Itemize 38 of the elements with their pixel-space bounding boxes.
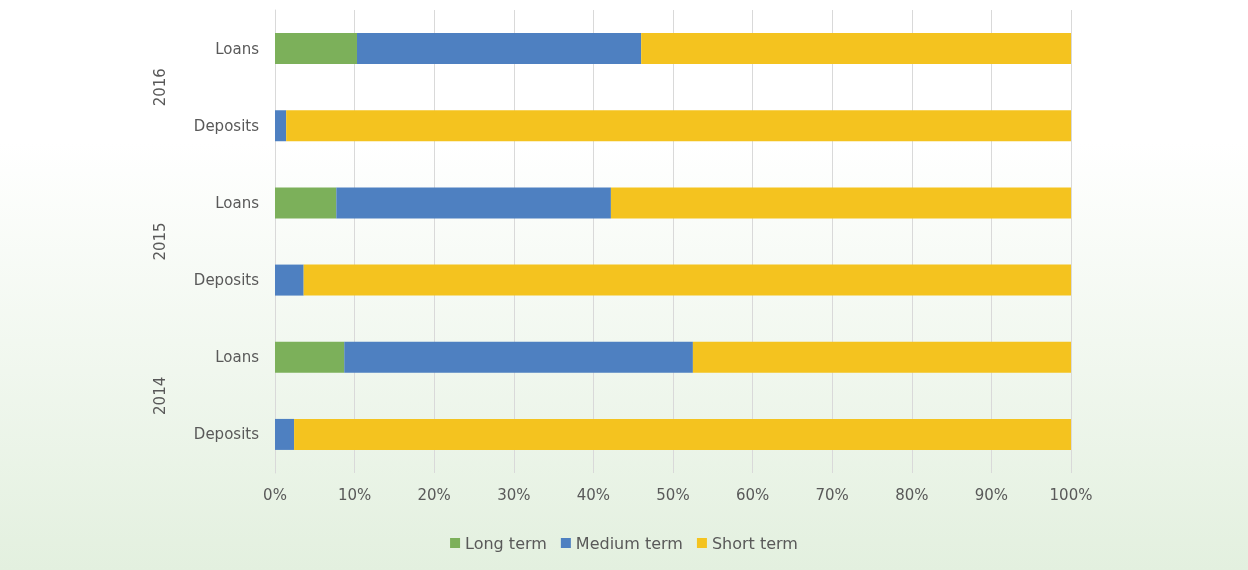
x-tick-label: 40% <box>576 485 611 504</box>
bar <box>275 110 287 142</box>
text: 2016 <box>151 68 169 107</box>
bar <box>275 33 357 65</box>
bar <box>356 33 642 65</box>
x-tick-label: 30% <box>497 485 531 504</box>
bar <box>294 418 1071 450</box>
legend-label: Short term <box>711 533 798 553</box>
legend-label: Medium term <box>575 533 683 553</box>
text: 2014 <box>151 376 169 415</box>
bar <box>641 33 1071 65</box>
y-tick-label: Loans <box>215 348 260 367</box>
x-tick-label: 70% <box>815 485 849 504</box>
text: 2015 <box>151 222 169 261</box>
y-tick-label: Deposits <box>193 425 260 444</box>
x-tick-label: 80% <box>895 485 929 504</box>
y-tick-label: Loans <box>215 39 260 58</box>
x-tick-label: 100% <box>1049 485 1093 504</box>
bar <box>275 418 295 450</box>
x-tick-label: 50% <box>656 485 690 504</box>
bar <box>275 187 337 219</box>
bar <box>692 341 1071 373</box>
y-tick-label: Deposits <box>193 116 260 135</box>
x-tick-label: 60% <box>735 485 770 504</box>
y-tick-label: Loans <box>215 193 260 212</box>
bar <box>286 110 1071 142</box>
x-tick-label: 10% <box>337 485 372 504</box>
bar <box>610 187 1071 219</box>
bar <box>336 187 611 219</box>
bar <box>344 341 693 373</box>
y-tick-label: Deposits <box>193 271 260 290</box>
x-tick-label: 20% <box>417 485 451 504</box>
legend-label: Long term <box>465 533 547 553</box>
x-tick-label: 90% <box>974 485 1009 504</box>
bar <box>303 264 1071 296</box>
x-tick-label: 0% <box>263 485 287 504</box>
bar <box>275 264 304 296</box>
bar <box>275 341 345 373</box>
